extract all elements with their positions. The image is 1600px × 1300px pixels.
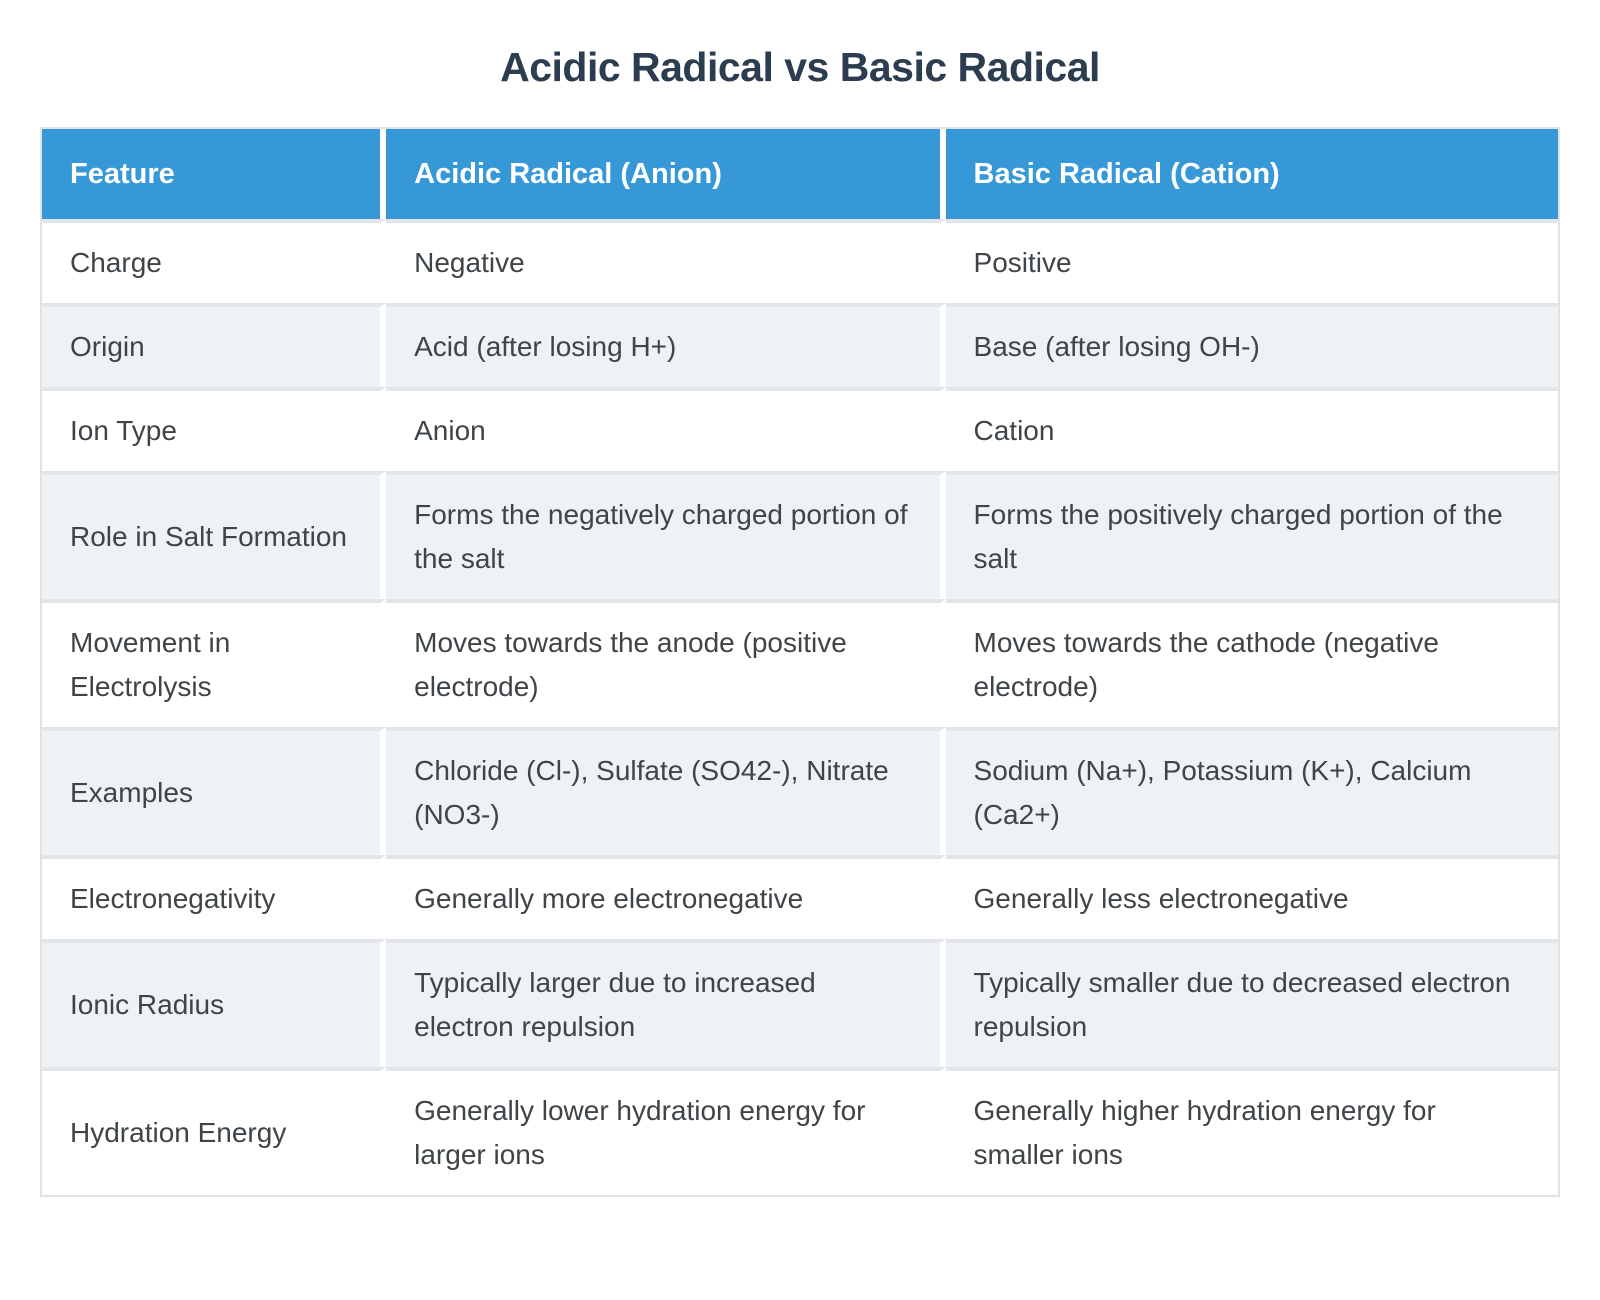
page-title: Acidic Radical vs Basic Radical bbox=[500, 44, 1100, 90]
basic-cell: Sodium (Na+), Potassium (K+), Calcium (C… bbox=[945, 727, 1558, 855]
acidic-cell: Anion bbox=[386, 387, 946, 471]
table-row: Hydration Energy Generally lower hydrati… bbox=[42, 1067, 1558, 1195]
table-row: Examples Chloride (Cl-), Sulfate (SO42-)… bbox=[42, 727, 1558, 855]
table-header-row: Feature Acidic Radical (Anion) Basic Rad… bbox=[42, 129, 1558, 219]
table-row: Role in Salt Formation Forms the negativ… bbox=[42, 471, 1558, 599]
table-row: Charge Negative Positive bbox=[42, 219, 1558, 303]
header-cell-basic-radical: Basic Radical (Cation) bbox=[945, 129, 1558, 219]
table-row: Electronegativity Generally more electro… bbox=[42, 855, 1558, 939]
acidic-cell: Generally more electronegative bbox=[386, 855, 946, 939]
acidic-cell: Typically larger due to increased electr… bbox=[386, 939, 946, 1067]
feature-cell: Electronegativity bbox=[42, 855, 387, 939]
acidic-cell: Negative bbox=[386, 219, 946, 303]
feature-cell: Charge bbox=[42, 219, 387, 303]
acidic-cell: Acid (after losing H+) bbox=[386, 303, 946, 387]
feature-cell: Ion Type bbox=[42, 387, 387, 471]
feature-cell: Origin bbox=[42, 303, 387, 387]
table-row: Ion Type Anion Cation bbox=[42, 387, 1558, 471]
comparison-table-container: Feature Acidic Radical (Anion) Basic Rad… bbox=[40, 127, 1560, 1197]
comparison-table: Feature Acidic Radical (Anion) Basic Rad… bbox=[40, 127, 1560, 1197]
table-row: Movement in Electrolysis Moves towards t… bbox=[42, 599, 1558, 727]
feature-cell: Role in Salt Formation bbox=[42, 471, 387, 599]
feature-cell: Movement in Electrolysis bbox=[42, 599, 387, 727]
basic-cell: Moves towards the cathode (negative elec… bbox=[945, 599, 1558, 727]
basic-cell: Cation bbox=[945, 387, 1558, 471]
feature-cell: Examples bbox=[42, 727, 387, 855]
feature-cell: Hydration Energy bbox=[42, 1067, 387, 1195]
table-row: Origin Acid (after losing H+) Base (afte… bbox=[42, 303, 1558, 387]
header-cell-acidic-radical: Acidic Radical (Anion) bbox=[386, 129, 946, 219]
acidic-cell: Moves towards the anode (positive electr… bbox=[386, 599, 946, 727]
basic-cell: Positive bbox=[945, 219, 1558, 303]
basic-cell: Forms the positively charged portion of … bbox=[945, 471, 1558, 599]
feature-cell: Ionic Radius bbox=[42, 939, 387, 1067]
basic-cell: Generally higher hydration energy for sm… bbox=[945, 1067, 1558, 1195]
basic-cell: Typically smaller due to decreased elect… bbox=[945, 939, 1558, 1067]
basic-cell: Base (after losing OH-) bbox=[945, 303, 1558, 387]
acidic-cell: Generally lower hydration energy for lar… bbox=[386, 1067, 946, 1195]
header-cell-feature: Feature bbox=[42, 129, 387, 219]
basic-cell: Generally less electronegative bbox=[945, 855, 1558, 939]
table-row: Ionic Radius Typically larger due to inc… bbox=[42, 939, 1558, 1067]
acidic-cell: Forms the negatively charged portion of … bbox=[386, 471, 946, 599]
acidic-cell: Chloride (Cl-), Sulfate (SO42-), Nitrate… bbox=[386, 727, 946, 855]
